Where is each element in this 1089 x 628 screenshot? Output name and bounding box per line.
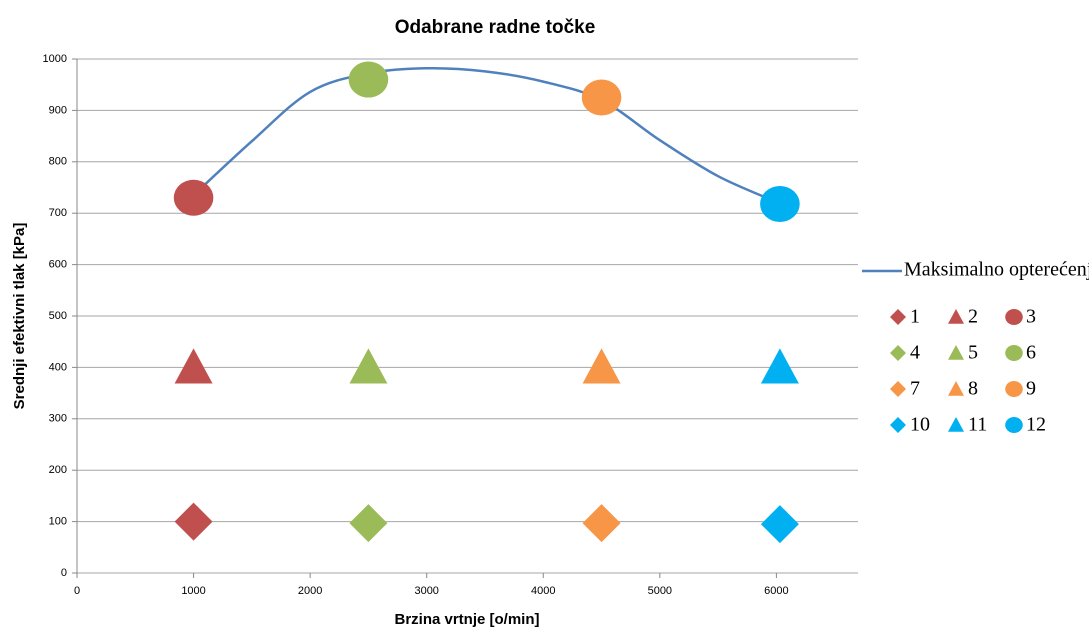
legend-label: 3 — [1026, 306, 1036, 328]
legend-label: Maksimalno opterećenje — [904, 259, 1089, 281]
marker-circle — [348, 61, 389, 98]
marker-triangle — [948, 381, 964, 396]
y-tick-label: 200 — [49, 464, 67, 476]
marker-circle — [760, 185, 800, 222]
y-tick-label: 800 — [49, 156, 67, 168]
x-tick-label: 5000 — [648, 585, 672, 597]
marker-diamond — [890, 345, 906, 361]
y-tick-label: 900 — [49, 104, 67, 116]
y-tick-label: 300 — [49, 413, 67, 425]
marker-triangle — [349, 348, 388, 384]
legend-label: 2 — [968, 306, 978, 328]
marker-circle — [1005, 309, 1023, 325]
legend-label: 11 — [968, 414, 987, 436]
x-tick-label: 6000 — [764, 585, 788, 597]
marker-triangle — [582, 348, 621, 384]
marker-triangle — [948, 309, 964, 324]
x-tick-label: 4000 — [531, 585, 555, 597]
marker-circle — [1005, 345, 1023, 361]
legend-label: 6 — [1026, 342, 1036, 364]
line — [192, 66, 777, 204]
chart-title: Odabrane radne točke — [395, 17, 596, 38]
legend-label: 9 — [1026, 378, 1036, 400]
marker-circle — [581, 79, 622, 116]
marker-circle — [1005, 381, 1023, 397]
marker-diamond — [890, 417, 906, 433]
x-tick-label: 0 — [74, 585, 80, 597]
y-tick-label: 500 — [49, 310, 67, 322]
x-axis-title: Brzina vrtnje [o/min] — [394, 611, 539, 628]
y-tick-label: 700 — [49, 207, 67, 219]
marker-triangle — [948, 417, 964, 432]
marker-triangle — [760, 348, 799, 384]
marker-circle — [1005, 417, 1023, 433]
y-tick-label: 0 — [61, 567, 67, 579]
marker-triangle — [174, 348, 213, 384]
marker-diamond — [760, 505, 799, 544]
y-axis-title: Srednji efektivni tlak [kPa] — [11, 223, 28, 410]
y-tick-label: 100 — [49, 516, 67, 528]
marker-circle — [173, 179, 214, 216]
marker-diamond — [174, 502, 213, 541]
y-tick-label: 1000 — [43, 53, 67, 65]
legend-label: 1 — [910, 306, 920, 328]
x-tick-label: 2000 — [298, 585, 322, 597]
marker-diamond — [890, 381, 906, 397]
legend-label: 7 — [910, 378, 920, 400]
x-tick-label: 3000 — [414, 585, 438, 597]
marker-diamond — [582, 504, 621, 543]
legend-label: 8 — [968, 378, 978, 400]
legend-label: 12 — [1026, 414, 1046, 436]
x-tick-label: 1000 — [181, 585, 205, 597]
legend-label: 10 — [910, 414, 930, 436]
y-tick-label: 600 — [49, 259, 67, 271]
y-tick-label: 400 — [49, 361, 67, 373]
legend-label: 4 — [910, 342, 920, 364]
marker-diamond — [349, 504, 388, 543]
legend-label: 5 — [968, 342, 978, 364]
marker-diamond — [890, 309, 906, 325]
marker-triangle — [948, 345, 964, 360]
